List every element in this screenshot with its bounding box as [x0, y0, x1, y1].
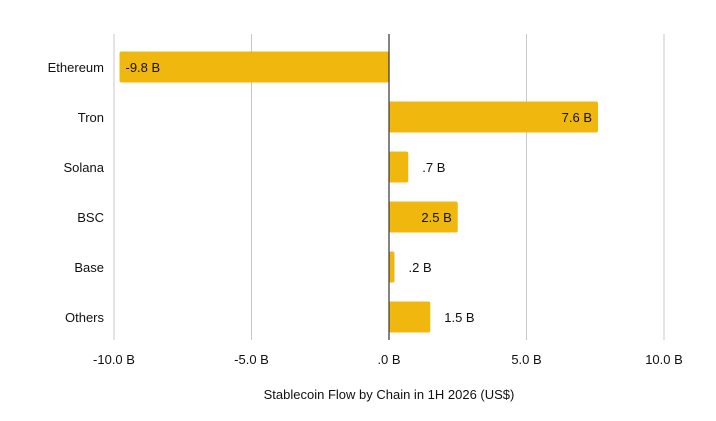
bar-others [389, 301, 431, 333]
value-label: .7 B [422, 160, 445, 175]
bar-tron [389, 101, 598, 133]
category-label: Tron [78, 110, 104, 125]
category-label: Others [65, 310, 105, 325]
bar-base [389, 251, 395, 283]
value-labels: -9.8 B 7.6 B .7 B 2.5 B .2 B 1.5 B [126, 60, 593, 325]
value-label: 1.5 B [444, 310, 474, 325]
category-labels: Ethereum Tron Solana BSC Base Others [48, 60, 105, 325]
value-label: 2.5 B [421, 210, 451, 225]
x-tick-label: -10.0 B [93, 352, 135, 367]
bar-solana [389, 151, 409, 183]
grid-lines [113, 34, 665, 340]
x-tick-label: -5.0 B [234, 352, 269, 367]
bar-bsc [389, 201, 458, 233]
x-tick-label: 10.0 B [645, 352, 683, 367]
x-axis-title: Stablecoin Flow by Chain in 1H 2026 (US$… [264, 387, 515, 402]
bars [119, 51, 598, 333]
category-label: Ethereum [48, 60, 104, 75]
bar-ethereum [119, 51, 389, 83]
value-label: .2 B [409, 260, 432, 275]
x-tick-label: .0 B [377, 352, 400, 367]
category-label: BSC [77, 210, 104, 225]
category-label: Base [74, 260, 104, 275]
category-label: Solana [64, 160, 105, 175]
value-label: -9.8 B [126, 60, 161, 75]
value-label: 7.6 B [562, 110, 592, 125]
x-tick-label: 5.0 B [511, 352, 541, 367]
x-tick-labels: -10.0 B -5.0 B .0 B 5.0 B 10.0 B [93, 352, 683, 367]
